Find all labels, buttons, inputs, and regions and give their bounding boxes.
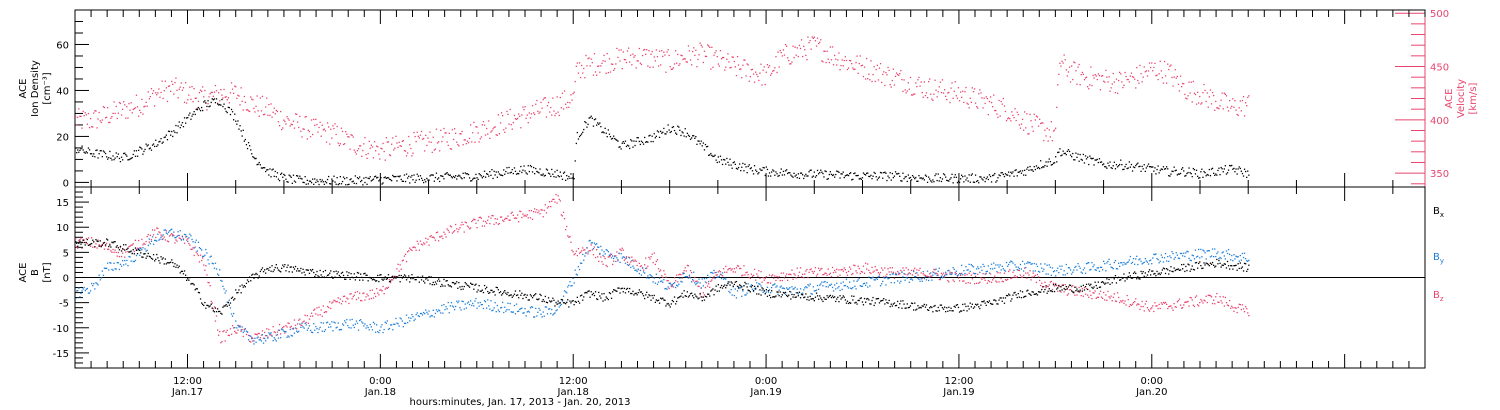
top-right-axis: 350 400 450 500 ACE Velocity [km/s]: [1395, 9, 1479, 187]
top-left-tick-label: 40: [56, 86, 69, 97]
by-series: [75, 228, 1250, 345]
bz-series: [75, 193, 1250, 344]
bottom-left-tick-label: 10: [56, 223, 69, 234]
x-tick-time: 12:00: [945, 376, 974, 387]
x-tick-date: Jan.18: [364, 387, 396, 398]
top-left-tick-label: 20: [56, 132, 69, 143]
x-axis: 12:00Jan.170:00Jan.1812:00Jan.180:00Jan.…: [74, 10, 1426, 408]
legend: Bx By Bz: [1433, 206, 1444, 303]
x-tick-date: Jan.19: [942, 387, 974, 398]
top-left-tick-label: 0: [63, 178, 69, 189]
bottom-left-axis-label: [nT]: [42, 262, 53, 282]
top-right-tick-label: 500: [1430, 9, 1449, 20]
top-right-axis-label: ACE: [1444, 89, 1455, 109]
x-tick-date: Jan.17: [171, 387, 203, 398]
bottom-left-axis-label: B: [30, 269, 41, 276]
legend-entry: By: [1433, 252, 1444, 265]
bottom-left-tick-label: 15: [56, 198, 69, 209]
bottom-left-tick-label: -5: [59, 299, 69, 310]
bottom-left-tick-label: -15: [53, 349, 69, 360]
x-tick-time: 12:00: [559, 376, 588, 387]
top-right-axis-label: Velocity: [1456, 79, 1467, 118]
top-right-tick-label: 350: [1430, 169, 1449, 180]
top-left-axis-label: [cm⁻³]: [42, 72, 53, 104]
x-tick-date: Jan.19: [749, 387, 781, 398]
x-tick-date: Jan.20: [1135, 387, 1167, 398]
top-left-axis-label: Ion Density: [30, 60, 41, 117]
x-tick-time: 12:00: [173, 376, 202, 387]
bottom-left-tick-label: 0: [63, 274, 69, 285]
density-series: [75, 98, 1250, 186]
bottom-left-tick-label: 5: [63, 248, 69, 259]
top-right-axis-label: [km/s]: [1468, 82, 1479, 114]
bottom-left-axis-label: ACE: [18, 263, 29, 283]
top-left-tick-label: 60: [56, 40, 69, 51]
top-left-axis-label: ACE: [18, 79, 29, 99]
x-tick-time: 0:00: [1141, 376, 1163, 387]
bottom-left-axis: -15 -10 -5 0 5 10 15 ACE B [nT]: [18, 191, 89, 364]
x-tick-date: Jan.18: [557, 387, 589, 398]
top-frame: [74, 9, 1426, 188]
legend-entry: Bx: [1433, 206, 1444, 219]
bx-series: [75, 238, 1250, 315]
top-right-tick-label: 400: [1430, 116, 1449, 127]
bottom-panel: -15 -10 -5 0 5 10 15 ACE B [nT] Bx By Bz: [18, 186, 1444, 369]
velocity-series: [75, 36, 1250, 161]
bottom-left-tick-label: -10: [53, 324, 69, 335]
top-right-tick-label: 450: [1430, 63, 1449, 74]
x-tick-time: 0:00: [755, 376, 777, 387]
x-tick-time: 0:00: [369, 376, 391, 387]
top-left-axis: 0 20 40 60 ACE Ion Density [cm⁻³]: [18, 20, 89, 189]
x-axis-title: hours:minutes, Jan. 17, 2013 - Jan. 20, …: [410, 397, 631, 408]
legend-entry: Bz: [1433, 290, 1444, 303]
